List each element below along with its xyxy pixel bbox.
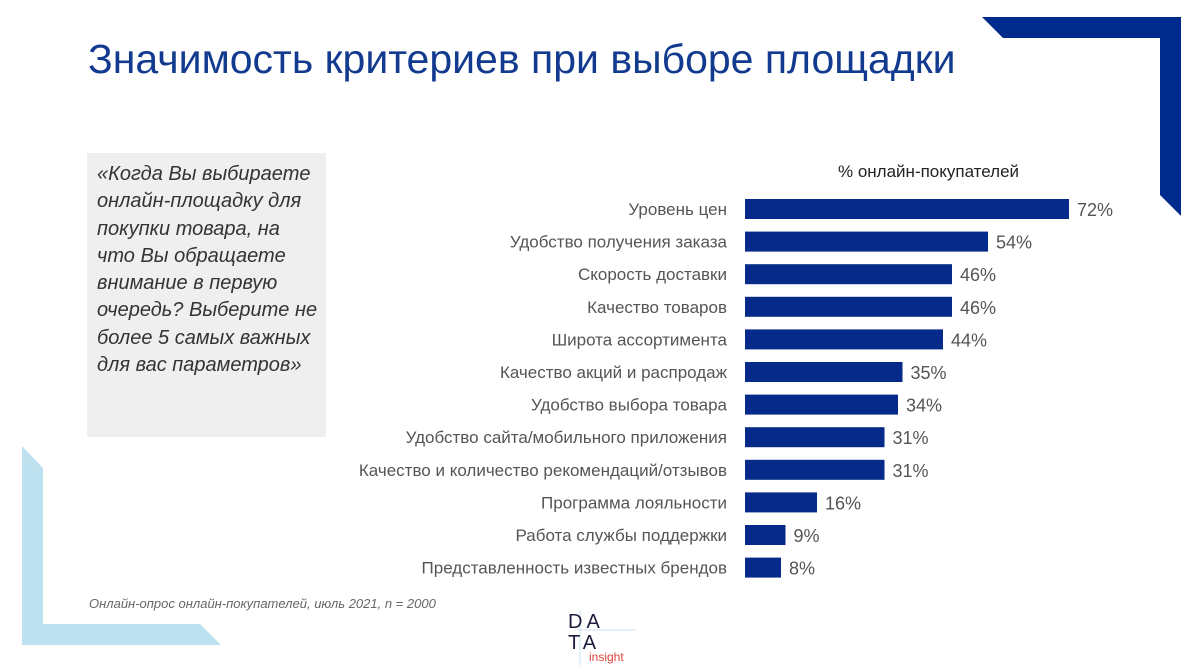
survey-question-quote: «Когда Вы выбираете онлайн-площадку для … xyxy=(87,153,326,437)
category-label: Удобство выбора товара xyxy=(531,396,728,415)
data-label: 31% xyxy=(893,428,929,448)
category-label: Качество товаров xyxy=(587,298,727,317)
category-label: Представленность известных брендов xyxy=(422,559,727,578)
category-label: Уровень цен xyxy=(628,200,727,219)
category-label: Программа лояльности xyxy=(541,493,727,512)
data-label: 46% xyxy=(960,265,996,285)
chart-title: % онлайн-покупателей xyxy=(838,162,1020,181)
category-label: Скорость доставки xyxy=(578,265,727,284)
bar xyxy=(745,492,817,513)
data-label: 31% xyxy=(893,461,929,481)
bar xyxy=(745,394,898,415)
data-label: 34% xyxy=(906,396,942,416)
category-label: Работа службы поддержки xyxy=(515,526,727,545)
bar xyxy=(745,296,952,317)
bar xyxy=(745,459,885,480)
data-label: 54% xyxy=(996,233,1032,253)
bar-chart: Уровень цен 72% Удобство получения заказа 5… xyxy=(359,199,1113,579)
data-label: 16% xyxy=(825,493,861,513)
page-title: Значимость критериев при выборе площадки xyxy=(88,36,956,82)
data-label: 9% xyxy=(794,526,820,546)
data-label: 72% xyxy=(1077,200,1113,220)
category-label: Удобство сайта/мобильного приложения xyxy=(406,428,727,447)
bar xyxy=(745,329,943,350)
corner-decoration-bottom-left xyxy=(22,446,221,645)
data-label: 46% xyxy=(960,298,996,318)
data-insight-logo: DA TA insight xyxy=(568,610,636,665)
logo-sub: insight xyxy=(589,650,624,664)
category-label: Широта ассортимента xyxy=(552,330,728,349)
category-label: Качество и количество рекомендаций/отзыв… xyxy=(359,461,727,480)
logo-line2: TA xyxy=(568,632,600,654)
bar xyxy=(745,557,781,578)
data-label: 35% xyxy=(911,363,947,383)
source-note: Онлайн-опрос онлайн-покупателей, июль 20… xyxy=(89,596,436,611)
category-label: Качество акций и распродаж xyxy=(500,363,728,382)
data-label: 8% xyxy=(789,559,815,579)
category-label: Удобство получения заказа xyxy=(510,233,728,252)
bar xyxy=(745,199,1069,219)
data-label: 44% xyxy=(951,330,987,350)
bar xyxy=(745,427,885,448)
corner-decoration-top-right xyxy=(982,17,1181,216)
bar xyxy=(745,264,952,285)
bar xyxy=(745,231,988,252)
bar xyxy=(745,362,903,382)
bar xyxy=(745,525,786,545)
logo-line1: DA xyxy=(568,611,604,633)
